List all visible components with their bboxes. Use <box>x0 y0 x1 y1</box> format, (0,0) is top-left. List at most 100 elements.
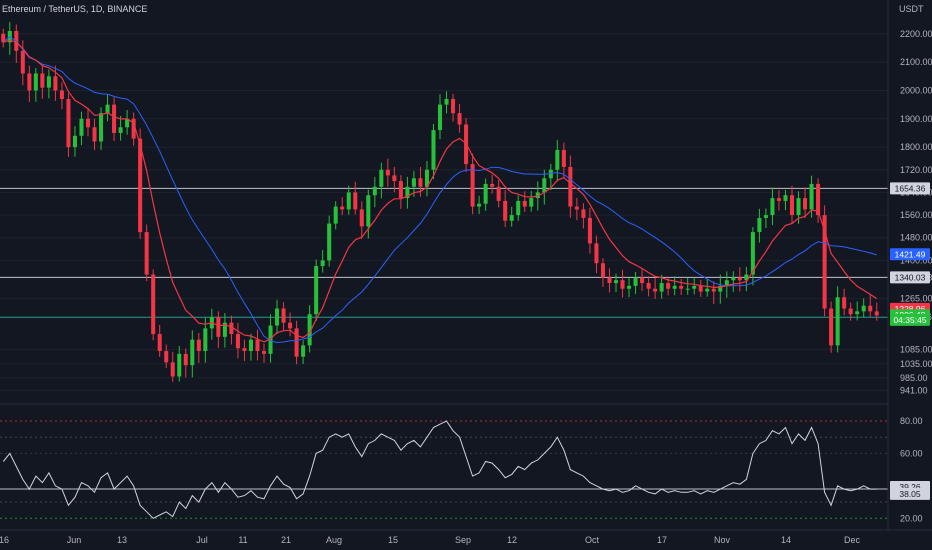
candle-body-24 <box>157 334 162 352</box>
candle-body-15 <box>99 113 104 142</box>
candle-body-34 <box>222 322 227 337</box>
candle-body-102 <box>666 283 671 289</box>
price-tick-label-2: 2000.00 <box>900 85 932 95</box>
candle-body-21 <box>138 138 143 233</box>
candle-body-113 <box>737 277 742 281</box>
candle-body-52 <box>340 206 345 210</box>
candle-body-29 <box>190 339 195 366</box>
candle-body-19 <box>125 118 130 128</box>
candle-body-122 <box>796 198 801 216</box>
candle-body-74 <box>483 183 488 204</box>
candle-body-96 <box>627 285 632 289</box>
rsi-tick-label-2: 20.00 <box>900 513 923 523</box>
price-tick-label-3: 1900.00 <box>900 114 932 124</box>
candle-body-84 <box>548 169 553 179</box>
candle-body-11 <box>72 135 77 148</box>
symbol-title[interactable]: Ethereum / TetherUS, 1D, BINANCE <box>2 4 148 14</box>
candle-body-111 <box>724 280 729 286</box>
price-tick-label-5: 1720.00 <box>900 165 932 175</box>
candle-body-68 <box>444 98 449 105</box>
time-tick-label-14: Dec <box>844 535 861 545</box>
time-tick-label-12: Nov <box>714 535 731 545</box>
candle-body-78 <box>509 215 514 221</box>
candle-body-75 <box>490 183 495 187</box>
candle-body-114 <box>744 274 749 281</box>
candle-body-119 <box>776 198 781 201</box>
candle-body-97 <box>633 277 638 286</box>
candle-body-56 <box>366 195 371 227</box>
candle-body-124 <box>809 183 814 210</box>
candle-body-36 <box>235 334 240 349</box>
candle-body-76 <box>496 186 501 201</box>
candle-body-63 <box>411 178 416 187</box>
candle-body-62 <box>405 186 410 199</box>
candle-body-61 <box>398 181 403 199</box>
price-badge-0: 1421.49 <box>895 249 926 259</box>
time-tick-label-6: Aug <box>326 535 342 545</box>
candle-body-83 <box>542 178 547 193</box>
candle-body-48 <box>314 266 319 315</box>
candle-body-67 <box>437 104 443 131</box>
candle-body-115 <box>750 232 755 275</box>
candle-body-46 <box>301 345 306 357</box>
candle-body-95 <box>620 280 625 289</box>
candle-body-125 <box>816 183 821 216</box>
candle-body-103 <box>672 285 677 289</box>
rsi-tick-label-1: 60.00 <box>900 448 923 458</box>
candle-body-106 <box>692 285 697 289</box>
price-labels: 1654.361340.031199.361421.491228.961206.… <box>890 182 930 500</box>
candle-body-134 <box>874 311 879 316</box>
fast-moving-average-line <box>3 39 878 343</box>
candle-body-14 <box>92 127 97 142</box>
hline-badge-0: 1654.36 <box>895 183 926 193</box>
candle-body-99 <box>646 283 651 289</box>
candle-body-128 <box>835 297 840 346</box>
candle-body-118 <box>770 198 775 216</box>
candle-body-112 <box>731 277 736 281</box>
candle-body-4 <box>27 73 32 91</box>
price-tick-label-8: 1480.00 <box>900 233 932 243</box>
time-axis: 16 Jun 13 Jul 11 21 Aug 15 Sep 12 Oct 17 Nov 14 Dec <box>0 535 860 545</box>
candle-body-91 <box>594 243 599 264</box>
candle-body-123 <box>803 198 808 210</box>
candle-body-20 <box>131 118 136 139</box>
time-tick-label-5: 21 <box>281 535 291 545</box>
candle-body-132 <box>861 305 866 312</box>
candle-body-37 <box>242 348 247 352</box>
hline-badge-1-bg <box>890 271 930 284</box>
rsi-line <box>2 420 877 519</box>
price-tick-label-14: 1035.00 <box>900 359 932 369</box>
candle-body-133 <box>868 305 873 312</box>
candle-body-93 <box>607 277 612 284</box>
price-tick-label-11: 1265.00 <box>900 294 932 304</box>
candle-body-28 <box>183 353 188 366</box>
candle-body-45 <box>294 328 299 357</box>
candle-body-17 <box>112 104 117 133</box>
hline-badge-1: 1340.03 <box>895 272 926 282</box>
rsi-axis: 80.00 60.00 20.00 <box>900 416 923 523</box>
rsi-badge-0: 39.26 <box>899 482 921 492</box>
price-badge-3: 04:35:45 <box>893 315 926 325</box>
time-tick-label-0: 16 <box>0 535 9 545</box>
candle-body-40 <box>261 351 267 354</box>
candle-body-6 <box>40 73 45 88</box>
candle-body-51 <box>333 206 338 224</box>
price-tick-label-1: 2100.00 <box>900 57 932 67</box>
candle-body-72 <box>470 164 475 207</box>
candle-body-65 <box>424 169 429 187</box>
candle-body-70 <box>457 113 462 125</box>
candle-body-82 <box>535 192 540 199</box>
candle-body-33 <box>216 317 221 337</box>
candle-body-98 <box>640 277 645 284</box>
rsi-levels <box>0 420 888 519</box>
candle-body-41 <box>268 325 273 354</box>
candle-body-23 <box>151 274 156 335</box>
candle-body-16 <box>105 104 110 114</box>
candle-body-85 <box>555 149 560 170</box>
candle-body-127 <box>829 308 834 346</box>
candle-body-130 <box>848 308 853 315</box>
candle-body-44 <box>288 322 293 329</box>
candle-body-0 <box>1 33 6 43</box>
